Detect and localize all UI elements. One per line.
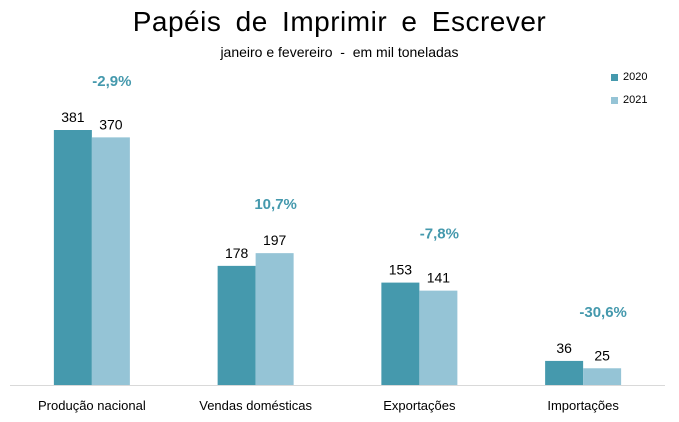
legend-label-2021: 2021 xyxy=(623,94,648,106)
data-label-2020-4: 36 xyxy=(556,340,572,356)
legend-item-2020: 2020 xyxy=(611,70,647,84)
change-label-3: -7,8% xyxy=(420,226,459,243)
data-label-2021-2: 197 xyxy=(263,232,287,248)
data-label-2020-2: 178 xyxy=(225,245,249,261)
change-label-2: 10,7% xyxy=(254,196,297,213)
data-label-2021-4: 25 xyxy=(594,347,610,363)
bar-2021-3 xyxy=(419,290,458,385)
change-label-1: -2,9% xyxy=(92,73,131,90)
category-label-4: Importações xyxy=(547,398,619,413)
legend-swatch-2020 xyxy=(611,73,618,81)
data-label-2021-3: 141 xyxy=(427,270,451,286)
bar-2021-4 xyxy=(583,368,622,385)
chart-title: Papéis de Imprimir e Escrever xyxy=(132,6,547,37)
legend-label-2020: 2020 xyxy=(623,71,648,83)
bar-2021-1 xyxy=(91,137,130,385)
legend-item-2021: 2021 xyxy=(611,93,647,107)
data-label-2020-1: 381 xyxy=(61,109,85,125)
legend: 2020 2021 xyxy=(611,70,647,116)
legend-swatch-2021 xyxy=(611,96,618,104)
chart-subtitle: janeiro e fevereiro - em mil toneladas xyxy=(220,44,459,60)
change-label-4: -30,6% xyxy=(579,304,627,321)
category-label-3: Exportações xyxy=(383,398,456,413)
bar-2020-1 xyxy=(53,130,92,385)
bar-2020-2 xyxy=(217,265,256,385)
bar-2020-4 xyxy=(545,360,584,385)
bar-2020-3 xyxy=(381,282,420,385)
category-label-1: Produção nacional xyxy=(38,398,146,413)
bar-2021-2 xyxy=(255,253,294,385)
data-label-2020-3: 153 xyxy=(389,262,413,278)
category-label-2: Vendas domésticas xyxy=(199,398,312,413)
data-label-2021-1: 370 xyxy=(99,116,123,132)
